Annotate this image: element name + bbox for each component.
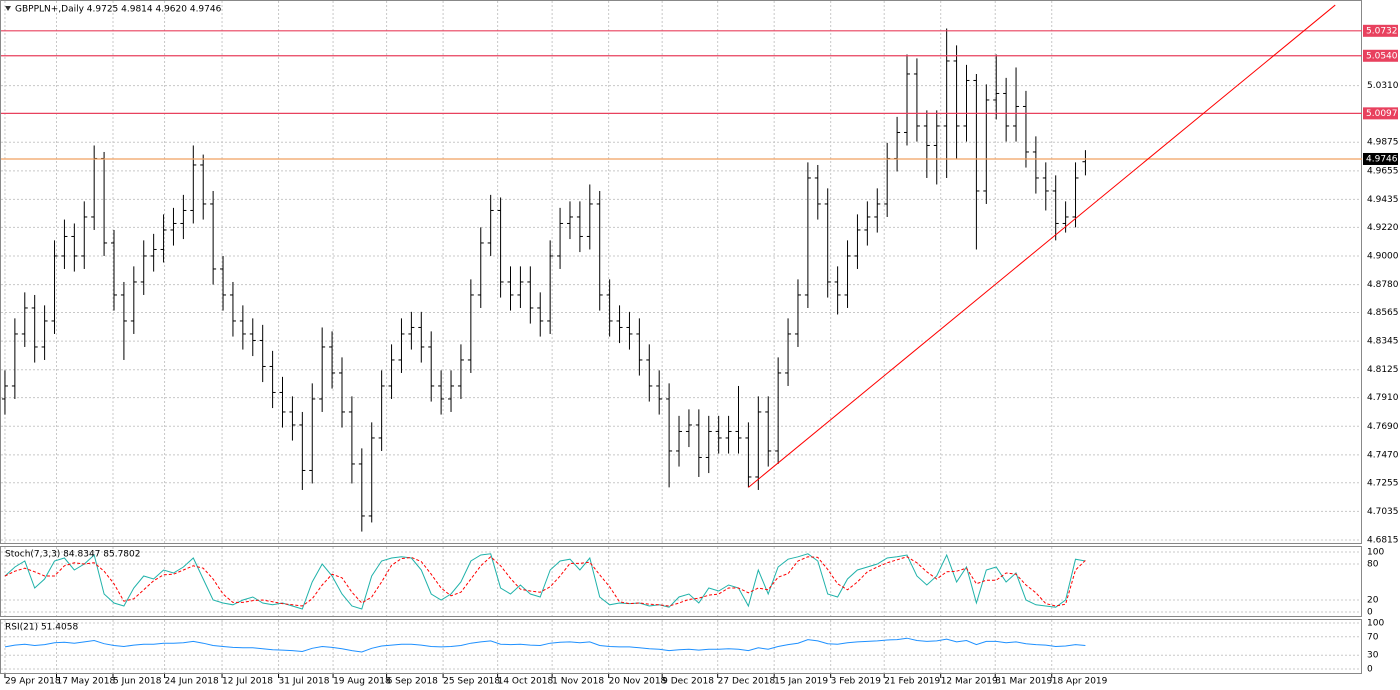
x-tick-label: 17 May 2018 xyxy=(57,677,116,687)
y-tick-label: 100 xyxy=(1367,547,1384,557)
main-panel xyxy=(0,0,1362,544)
level-label: 5.0540 xyxy=(1366,51,1398,61)
x-tick-label: 15 Jan 2019 xyxy=(774,677,828,687)
x-tick-label: 12 Jul 2018 xyxy=(222,677,273,687)
y-tick-label: 4.9875 xyxy=(1367,138,1399,148)
level-label-box xyxy=(1363,107,1398,120)
y-tick-label: 4.7470 xyxy=(1367,450,1399,460)
x-tick-label: 19 Aug 2018 xyxy=(333,677,391,687)
x-tick-label: 12 Mar 2019 xyxy=(941,677,998,687)
x-tick-label: 1 Nov 2018 xyxy=(552,677,604,687)
x-tick-label: 31 Mar 2019 xyxy=(995,677,1052,687)
y-tick-label: 4.9435 xyxy=(1367,195,1399,205)
x-tick-label: 25 Sep 2018 xyxy=(443,677,500,687)
x-tick-label: 20 Nov 2018 xyxy=(609,677,667,687)
x-tick-label: 18 Apr 2019 xyxy=(1052,677,1108,687)
y-tick-label: 80 xyxy=(1367,559,1379,569)
x-tick-label: 3 Feb 2019 xyxy=(831,677,882,687)
y-tick-label: 4.8125 xyxy=(1367,365,1399,375)
chart-title: GBPPLN+,Daily 4.9725 4.9814 4.9620 4.974… xyxy=(15,5,222,15)
panel-title: Stoch(7,3,3) 84.8347 85.7802 xyxy=(5,550,140,560)
y-tick-label: 0 xyxy=(1367,607,1373,617)
x-tick-label: 9 Dec 2018 xyxy=(662,677,714,687)
x-tick-label: 31 Jul 2018 xyxy=(279,677,330,687)
y-tick-label: 4.7255 xyxy=(1367,478,1399,488)
y-tick-label: 4.6815 xyxy=(1367,536,1399,546)
y-tick-label: 4.7035 xyxy=(1367,507,1399,517)
series-line xyxy=(4,553,1086,610)
y-tick-label: 5.0310 xyxy=(1367,81,1399,91)
series-line xyxy=(4,556,1086,607)
x-tick-label: 5 Jun 2018 xyxy=(113,677,162,687)
level-label: 5.0097 xyxy=(1366,109,1398,119)
x-tick-label: 29 Apr 2018 xyxy=(5,677,61,687)
y-tick-label: 4.8780 xyxy=(1367,280,1399,290)
y-tick-label: 100 xyxy=(1367,619,1384,629)
x-tick-label: 14 Oct 2018 xyxy=(498,677,554,687)
stoch-panel xyxy=(0,546,1362,617)
y-tick-label: 70 xyxy=(1367,632,1379,642)
y-tick-label: 4.9000 xyxy=(1367,251,1399,261)
level-label: 5.0732 xyxy=(1366,26,1398,36)
level-label: 4.9746 xyxy=(1366,154,1398,164)
x-tick-label: 21 Feb 2019 xyxy=(884,677,940,687)
rsi-panel xyxy=(0,619,1362,674)
y-tick-label: 4.7690 xyxy=(1367,422,1399,432)
trendline xyxy=(748,4,1336,488)
level-label-box xyxy=(1363,24,1398,37)
y-tick-label: 4.9220 xyxy=(1367,223,1399,233)
symbol-icon xyxy=(5,6,11,11)
y-tick-label: 0 xyxy=(1367,664,1373,674)
y-tick-label: 4.8565 xyxy=(1367,308,1399,318)
y-tick-label: 30 xyxy=(1367,651,1379,661)
panel-title: RSI(21) 51.4058 xyxy=(5,623,78,633)
level-label-box xyxy=(1363,49,1398,62)
x-tick-label: 27 Dec 2018 xyxy=(718,677,776,687)
y-tick-label: 4.7910 xyxy=(1367,393,1399,403)
x-tick-label: 6 Sep 2018 xyxy=(387,677,439,687)
y-tick-label: 20 xyxy=(1367,595,1379,605)
x-tick-label: 24 Jun 2018 xyxy=(165,677,219,687)
series-line xyxy=(4,637,1086,653)
y-tick-label: 4.9655 xyxy=(1367,166,1399,176)
y-tick-label: 4.8345 xyxy=(1367,337,1399,347)
level-label-box xyxy=(1363,152,1398,165)
